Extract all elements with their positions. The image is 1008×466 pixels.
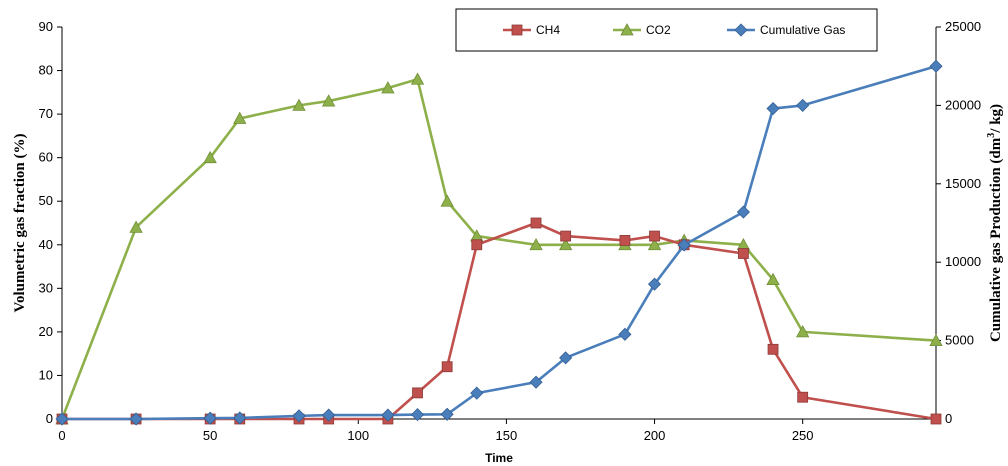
data-point-co2 xyxy=(381,81,395,94)
data-point-cumulative-gas xyxy=(677,238,691,252)
legend-label: CO2 xyxy=(646,23,671,37)
right-axis-title: Cumulative gas Production (dm3/ kg) xyxy=(986,104,1004,342)
data-point-co2 xyxy=(129,220,143,233)
data-point-ch4 xyxy=(797,391,809,403)
data-point-co2 xyxy=(929,333,943,347)
legend-label: CH4 xyxy=(536,23,560,37)
data-point-ch4 xyxy=(738,248,749,259)
data-point-co2 xyxy=(440,194,454,207)
data-point-ch4 xyxy=(441,361,453,373)
x-tick-label: 250 xyxy=(792,428,814,443)
data-point-ch4 xyxy=(560,230,572,242)
axes: 0 10 20 30 40 50 60 70 80 90 0 5000 10000 15000 20000 2… xyxy=(39,19,982,443)
right-tick-label: 5000 xyxy=(945,333,974,348)
data-point-cumulative-gas xyxy=(55,412,69,426)
data-point-co2 xyxy=(292,98,306,111)
legend-item-co2: CO2 xyxy=(613,23,671,37)
data-point-ch4 xyxy=(619,235,631,246)
data-point-cumulative-gas xyxy=(129,412,143,426)
data-point-cumulative-gas xyxy=(440,407,454,421)
left-tick-label: 40 xyxy=(39,237,53,252)
right-tick-label: 15000 xyxy=(945,176,981,191)
x-tick-label: 0 xyxy=(58,428,65,443)
data-point-co2 xyxy=(796,325,810,338)
series-layer xyxy=(55,59,943,426)
data-point-cumulative-gas xyxy=(796,98,810,112)
x-tick-label: 50 xyxy=(203,428,217,443)
data-point-co2 xyxy=(766,272,780,286)
right-axis-title-sup: 3 xyxy=(986,133,997,138)
right-tick-label: 25000 xyxy=(945,19,981,34)
data-point-ch4 xyxy=(471,239,483,251)
data-point-ch4 xyxy=(649,230,660,242)
series-co2 xyxy=(55,72,943,425)
legend-item-cumulative-gas: Cumulative Gas xyxy=(727,23,845,37)
left-tick-label: 30 xyxy=(39,280,53,295)
right-axis-title-prefix: Cumulative gas Production (dm xyxy=(988,137,1004,342)
series-cumulative-gas xyxy=(55,59,943,426)
series-ch4 xyxy=(56,217,942,425)
data-point-ch4 xyxy=(767,343,779,355)
data-point-cumulative-gas xyxy=(470,386,484,400)
legend-marker xyxy=(734,23,748,37)
data-point-cumulative-gas xyxy=(929,59,943,73)
data-point-cumulative-gas xyxy=(322,408,336,422)
data-point-co2 xyxy=(233,111,247,124)
right-axis-title-suffix: / kg) xyxy=(988,104,1004,134)
data-point-cumulative-gas xyxy=(647,277,662,291)
data-point-cumulative-gas xyxy=(410,408,425,422)
data-point-cumulative-gas xyxy=(292,409,306,423)
data-point-ch4 xyxy=(412,387,423,399)
x-tick-label: 200 xyxy=(644,428,666,443)
data-point-co2 xyxy=(203,150,217,164)
series-line-cumulative-gas xyxy=(62,64,937,421)
data-point-cumulative-gas xyxy=(381,408,395,422)
legend: CH4 CO2 Cumulative Gas xyxy=(455,8,878,52)
data-point-co2 xyxy=(410,72,425,85)
right-tick-label: 20000 xyxy=(945,97,981,112)
data-point-cumulative-gas xyxy=(203,411,217,425)
data-point-co2 xyxy=(529,237,543,251)
data-point-cumulative-gas xyxy=(766,101,780,116)
left-tick-label: 0 xyxy=(46,411,53,426)
right-tick-label: 10000 xyxy=(945,254,981,269)
data-point-co2 xyxy=(558,237,573,251)
left-tick-label: 80 xyxy=(39,63,53,78)
data-point-cumulative-gas xyxy=(618,327,632,341)
left-tick-label: 10 xyxy=(39,367,53,382)
left-tick-label: 70 xyxy=(39,106,53,121)
left-tick-label: 60 xyxy=(39,150,53,165)
x-tick-label: 150 xyxy=(496,428,518,443)
data-point-ch4 xyxy=(930,413,942,425)
data-point-cumulative-gas xyxy=(529,375,543,389)
x-tick-label: 100 xyxy=(347,428,369,443)
legend-item-ch4: CH4 xyxy=(503,23,560,37)
series-line-co2 xyxy=(60,77,937,420)
data-point-co2 xyxy=(647,237,662,251)
data-point-co2 xyxy=(321,94,336,107)
legend-marker xyxy=(620,23,634,36)
data-point-cumulative-gas xyxy=(233,411,247,425)
legend-label: Cumulative Gas xyxy=(760,23,845,37)
left-tick-label: 50 xyxy=(39,193,53,208)
data-point-cumulative-gas xyxy=(559,351,573,365)
data-point-cumulative-gas xyxy=(736,205,750,219)
left-axis-title: Volumetric gas fraction (%) xyxy=(12,134,28,313)
legend-marker xyxy=(511,24,523,36)
right-tick-label: 0 xyxy=(945,411,952,426)
left-tick-label: 90 xyxy=(39,19,53,34)
data-point-ch4 xyxy=(530,217,542,229)
left-tick-label: 20 xyxy=(39,324,53,339)
x-axis-title: Time xyxy=(485,451,513,465)
